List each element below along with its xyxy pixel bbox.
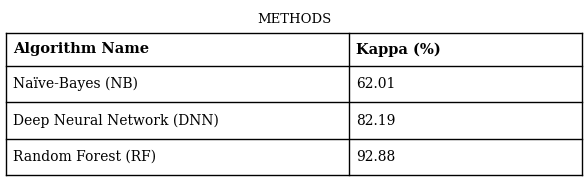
Text: Algorithm Name: Algorithm Name [13, 42, 149, 56]
Text: 62.01: 62.01 [356, 77, 395, 91]
Text: Kappa (%): Kappa (%) [356, 42, 440, 57]
Text: Deep Neural Network (DNN): Deep Neural Network (DNN) [13, 113, 219, 128]
Text: 82.19: 82.19 [356, 114, 395, 128]
Text: METHODS: METHODS [257, 13, 331, 26]
Text: Random Forest (RF): Random Forest (RF) [13, 150, 156, 164]
Text: 92.88: 92.88 [356, 150, 395, 164]
Text: Naïve-Bayes (NB): Naïve-Bayes (NB) [13, 77, 138, 91]
